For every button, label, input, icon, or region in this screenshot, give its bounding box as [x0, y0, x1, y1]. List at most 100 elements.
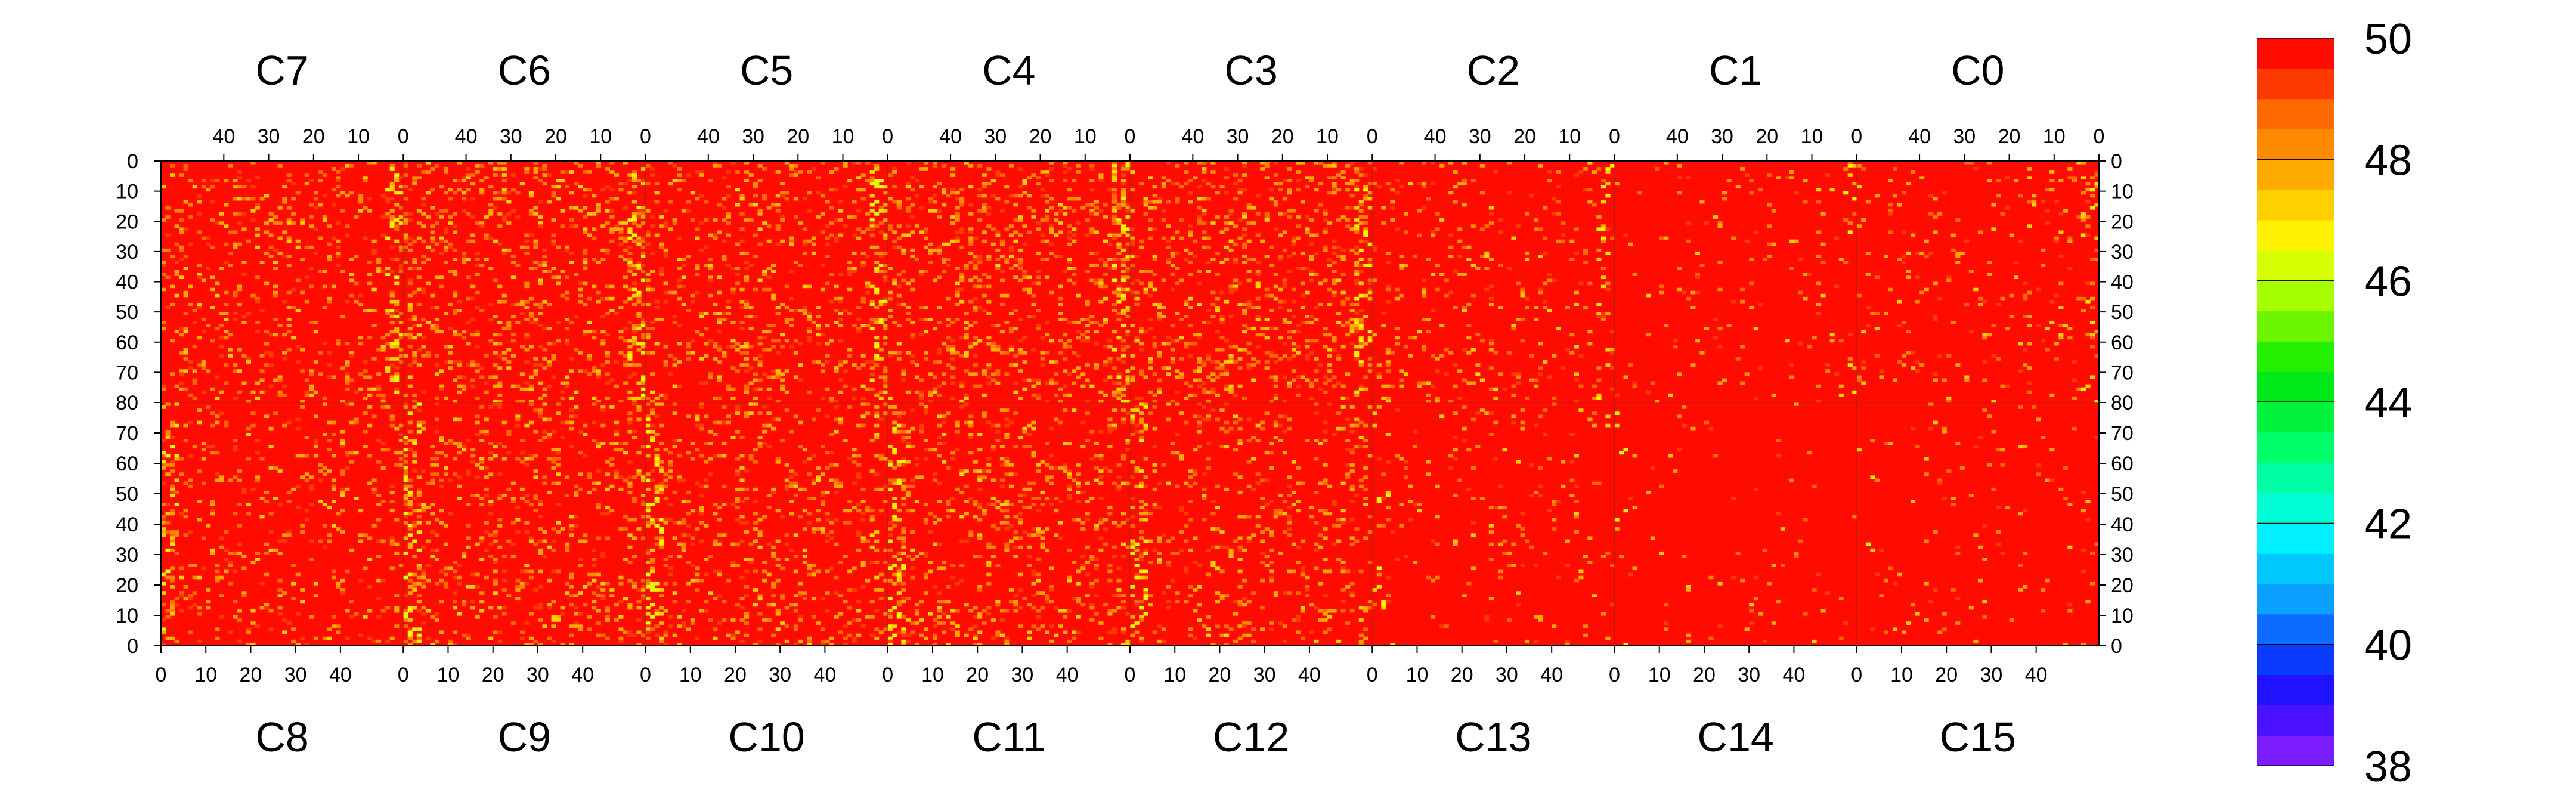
heatmap-cell: [416, 420, 422, 425]
heatmap-cell: [1179, 336, 1184, 340]
heatmap-cell: [1224, 384, 1230, 388]
heatmap-cell: [161, 287, 166, 292]
heatmap-cell: [982, 309, 987, 312]
heatmap-cell: [574, 414, 579, 419]
heatmap-cell: [192, 396, 197, 400]
heatmap-cell: [268, 627, 274, 631]
heatmap-cell: [1417, 384, 1422, 388]
heatmap-cell: [1282, 197, 1287, 201]
heatmap-cell: [1278, 258, 1283, 261]
heatmap-cell: [631, 267, 637, 270]
heatmap-cell: [672, 290, 677, 295]
heatmap-cell: [1246, 351, 1252, 355]
heatmap-cell: [1448, 191, 1454, 195]
heatmap-cell: [407, 281, 413, 286]
heatmap-cell: [1022, 179, 1027, 183]
heatmap-cell: [659, 270, 664, 273]
heatmap-cell: [627, 417, 633, 422]
heatmap-cell: [560, 170, 565, 174]
heatmap-cell: [322, 466, 327, 470]
heatmap-cell: [1673, 345, 1678, 349]
heatmap-cell: [722, 318, 727, 321]
heatmap-cell: [883, 218, 888, 222]
heatmap-cell: [488, 451, 494, 455]
heatmap-cell: [766, 239, 772, 243]
heatmap-cell: [596, 442, 601, 445]
heatmap-cell: [910, 333, 915, 337]
heatmap-cell: [371, 478, 377, 482]
heatmap-cell: [955, 191, 960, 195]
heatmap-cell: [592, 330, 597, 334]
heatmap-cell: [443, 170, 449, 174]
heatmap-cell: [717, 375, 722, 379]
heatmap-cell: [425, 161, 431, 165]
heatmap-cell: [869, 327, 875, 331]
heatmap-cell: [569, 206, 574, 210]
heatmap-cell: [282, 618, 287, 622]
heatmap-cell: [2041, 264, 2046, 267]
heatmap-cell: [556, 481, 561, 485]
heatmap-cell: [524, 284, 530, 289]
heatmap-cell: [1937, 296, 1943, 301]
heatmap-cell: [2018, 369, 2023, 373]
heatmap-cell: [268, 384, 274, 388]
heatmap-cell: [1139, 239, 1144, 243]
heatmap-cell: [1323, 375, 1328, 379]
heatmap-cell: [1291, 299, 1296, 304]
heatmap-cell: [793, 170, 798, 174]
heatmap-cell: [233, 445, 238, 449]
heatmap-cell: [439, 284, 444, 289]
heatmap-cell: [1188, 324, 1193, 328]
heatmap-cell: [1363, 188, 1368, 192]
heatmap-cell: [188, 393, 193, 397]
heatmap-cell: [717, 321, 722, 324]
heatmap-cell: [2094, 203, 2100, 207]
heatmap-cell: [1125, 203, 1131, 207]
heatmap-cell: [959, 287, 965, 292]
heatmap-cell: [878, 230, 884, 234]
heatmap-cell: [631, 273, 637, 276]
heatmap-cell: [964, 354, 969, 358]
heatmap-cell: [416, 402, 422, 406]
heatmap-cell: [1197, 333, 1202, 337]
heatmap-cell: [528, 387, 534, 391]
heatmap-cell: [713, 342, 718, 346]
heatmap-cell: [1139, 327, 1144, 331]
heatmap-cell: [197, 639, 202, 643]
heatmap-cell: [300, 369, 305, 373]
heatmap-cell: [376, 439, 382, 442]
heatmap-cell: [1552, 212, 1557, 216]
heatmap-cell: [1166, 179, 1171, 183]
heatmap-cell: [412, 267, 417, 270]
heatmap-cell: [874, 251, 880, 255]
heatmap-cell: [224, 423, 229, 428]
heatmap-cell: [462, 261, 467, 264]
heatmap-cell: [1587, 188, 1593, 192]
heatmap-cell: [699, 312, 704, 315]
heatmap-cell: [1466, 258, 1472, 261]
heatmap-cell: [1125, 215, 1131, 219]
heatmap-cell: [286, 533, 292, 537]
heatmap-cell: [206, 369, 211, 373]
heatmap-cell: [1556, 239, 1561, 243]
heatmap-cell: [995, 267, 1001, 270]
heatmap-cell: [237, 542, 243, 546]
heatmap-cell: [640, 445, 646, 449]
heatmap-cell: [1282, 248, 1287, 252]
heatmap-cell: [394, 203, 400, 207]
heatmap-cell: [1354, 321, 1360, 324]
heatmap-cell: [1224, 372, 1230, 376]
heatmap-cell: [1327, 378, 1333, 382]
heatmap-cell: [1175, 369, 1180, 373]
heatmap-cell: [412, 239, 417, 243]
heatmap-cell: [1686, 221, 1691, 225]
heatmap-cell: [1246, 278, 1252, 283]
heatmap-cell: [744, 179, 750, 183]
heatmap-cell: [1085, 363, 1090, 367]
heatmap-cell: [583, 215, 588, 219]
heatmap-cell: [1273, 393, 1278, 397]
heatmap-cell: [336, 624, 341, 628]
heatmap-cell: [973, 275, 978, 280]
heatmap-cell: [210, 423, 215, 428]
heatmap-cell: [506, 324, 512, 328]
